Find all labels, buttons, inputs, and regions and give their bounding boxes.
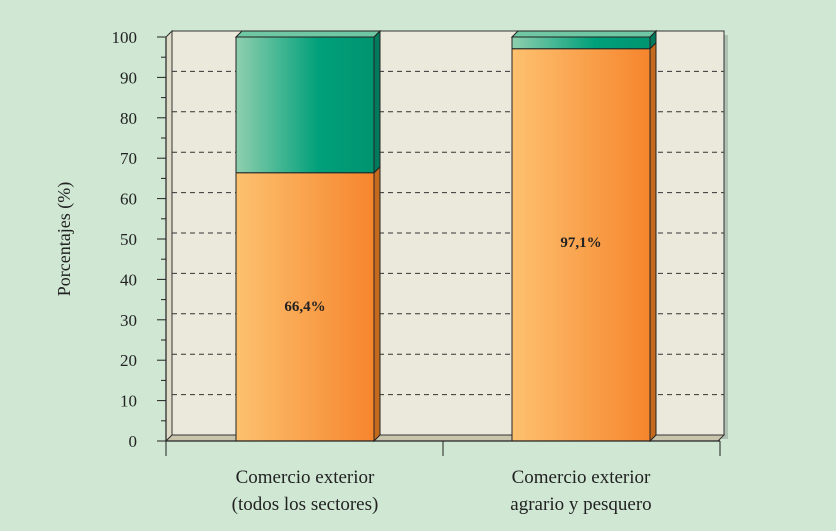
- bar-segment: [511, 36, 651, 50]
- plot-side-wall: [165, 29, 173, 443]
- y-tick-label: 70: [120, 149, 137, 168]
- bar-top: [510, 30, 658, 38]
- y-axis-title: Porcentajes (%): [54, 182, 75, 296]
- x-category-label: agrario y pesquero: [510, 494, 651, 515]
- y-tick-label: 20: [120, 351, 137, 370]
- data-label: 66,4%: [284, 299, 325, 315]
- x-category-label: Comercio exterior: [512, 467, 651, 488]
- axes: 0 10 20 30 40 50 60 70 80 90 100 Comercio exterior (…: [112, 28, 721, 515]
- bar-side: [649, 41, 657, 443]
- y-tick-label: 90: [120, 68, 137, 87]
- x-category-label: Comercio exterior: [236, 467, 375, 488]
- y-tick-label: 0: [129, 432, 138, 451]
- bar-segment: [235, 36, 375, 174]
- y-tick-label: 40: [120, 270, 137, 289]
- y-tick-label: 60: [120, 190, 137, 209]
- bar-top: [234, 30, 382, 38]
- y-tick-label: 30: [120, 311, 137, 330]
- x-category-label: (todos los sectores): [232, 494, 379, 515]
- bar-side: [373, 29, 381, 174]
- bar-side: [373, 165, 381, 443]
- y-tick-label: 80: [120, 109, 137, 128]
- bar-segment: [511, 48, 651, 442]
- y-tick-label: 50: [120, 230, 137, 249]
- y-tick-label: 100: [112, 28, 138, 47]
- data-label: 97,1%: [560, 235, 601, 251]
- y-tick-label: 10: [120, 392, 137, 411]
